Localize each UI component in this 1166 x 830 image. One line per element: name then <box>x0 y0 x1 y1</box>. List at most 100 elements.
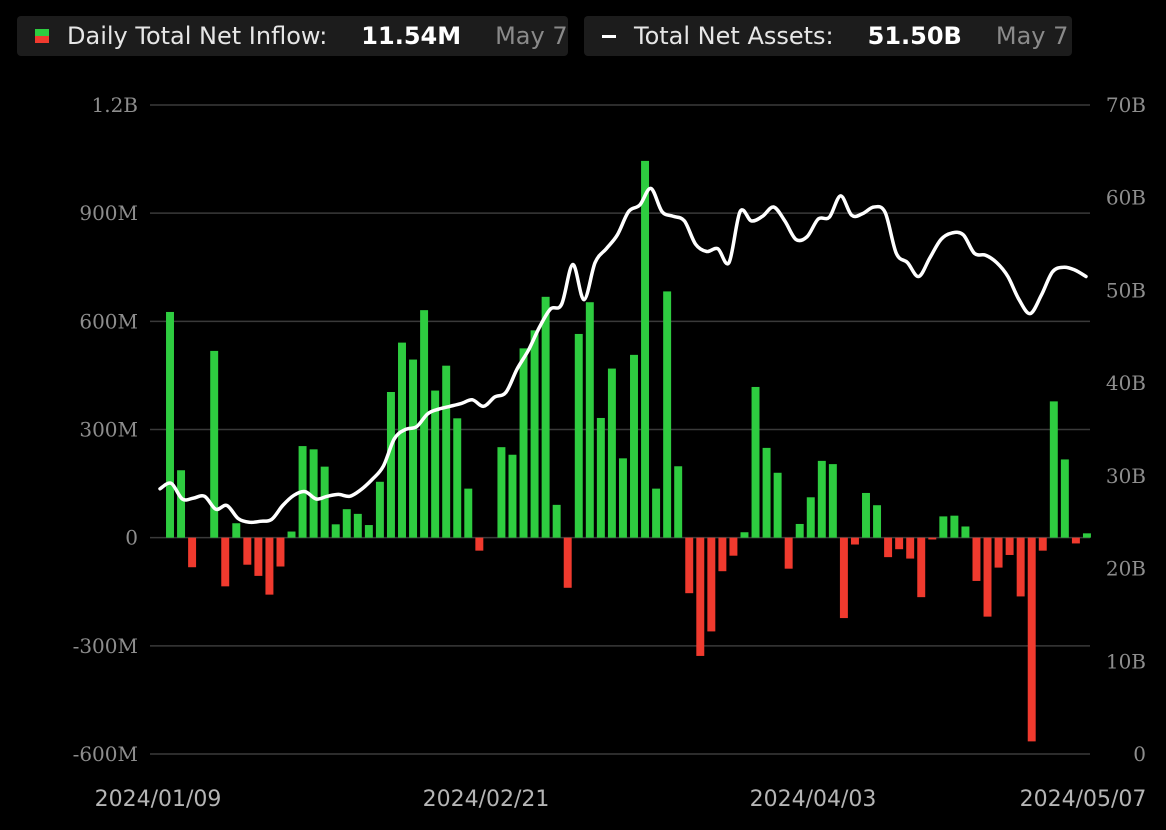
inflow-bar <box>707 537 716 632</box>
inflow-bar <box>806 497 815 538</box>
inflow-legend-date: May 7 <box>495 22 568 50</box>
inflow-bar <box>718 537 727 572</box>
left-tick-label: -300M <box>73 634 138 658</box>
inflow-bar <box>596 417 605 538</box>
inflow-bar <box>254 537 263 576</box>
inflow-bar <box>375 481 384 538</box>
inflow-bar <box>431 390 440 538</box>
inflow-bar <box>972 537 981 581</box>
inflow-bar <box>320 466 329 538</box>
inflow-bar <box>983 537 992 617</box>
inflow-bar <box>1016 537 1025 597</box>
right-axis-ticks: 70B 60B 50B 40B 30B 20B 10B 0 <box>1106 93 1146 766</box>
inflow-bar <box>630 354 638 538</box>
legend-inflow: Daily Total Net Inflow: 11.54M May 7 <box>17 16 568 56</box>
assets-legend-label: Total Net Assets: <box>634 22 834 50</box>
left-tick-label: 900M <box>79 201 138 225</box>
inflow-bar <box>475 537 484 551</box>
inflow-bar <box>641 160 650 538</box>
left-tick-label: 300M <box>79 418 138 442</box>
inflow-legend-swatch <box>35 29 49 43</box>
inflow-bar <box>751 386 760 538</box>
inflow-bar <box>850 537 859 545</box>
inflow-bar <box>1027 537 1036 742</box>
total-net-assets-line <box>158 186 1088 525</box>
inflow-bar <box>917 537 926 598</box>
inflow-bar <box>541 296 550 538</box>
inflow-bar <box>309 449 318 538</box>
inflow-legend-value: 11.54M <box>361 22 462 50</box>
right-tick-label: 40B <box>1106 371 1146 395</box>
inflow-bar <box>442 365 451 538</box>
inflow-bar <box>762 447 771 538</box>
inflow-bar <box>696 537 705 656</box>
left-axis-ticks: 1.2B 900M 600M 300M 0 -300M -600M <box>73 93 138 766</box>
inflow-bar <box>210 350 219 538</box>
inflow-bar <box>552 504 561 538</box>
left-tick-label: -600M <box>73 742 138 766</box>
assets-legend-swatch <box>602 34 616 38</box>
inflow-bar <box>618 458 627 538</box>
inflow-bar <box>265 537 274 595</box>
inflow-bar <box>398 342 406 538</box>
assets-legend-value: 51.50B <box>867 22 962 50</box>
inflow-bar <box>928 537 937 540</box>
inflow-bar <box>729 537 738 556</box>
inflow-bar <box>585 302 594 538</box>
inflow-bar <box>685 537 694 594</box>
inflow-bar <box>221 537 230 587</box>
inflow-bar <box>839 537 848 619</box>
inflow-bar <box>961 526 970 538</box>
inflow-bar <box>276 537 285 567</box>
inflow-bar <box>784 537 793 569</box>
left-tick-label: 1.2B <box>91 93 138 117</box>
right-tick-label: 0 <box>1133 742 1146 766</box>
x-tick-label: 2024/01/09 <box>95 787 222 812</box>
inflow-bar <box>1071 537 1080 544</box>
inflow-bar <box>508 454 517 538</box>
inflow-bar <box>817 460 826 538</box>
x-tick-label: 2024/04/03 <box>750 787 877 812</box>
right-tick-label: 30B <box>1106 464 1146 488</box>
inflow-bar <box>795 523 804 538</box>
right-tick-label: 70B <box>1106 93 1146 117</box>
inflow-bar <box>420 310 429 538</box>
inflow-bar <box>939 516 948 538</box>
inflow-bar <box>740 532 749 538</box>
inflow-bar <box>1060 459 1069 538</box>
assets-legend-date: May 7 <box>995 22 1069 50</box>
inflow-bar <box>994 537 1003 568</box>
inflow-bar <box>331 524 340 538</box>
inflow-bar <box>530 330 539 538</box>
x-tick-label: 2024/02/21 <box>423 787 550 812</box>
inflow-bar <box>364 525 373 538</box>
inflow-bar <box>409 359 418 538</box>
inflow-bar <box>862 492 870 538</box>
right-tick-label: 60B <box>1106 186 1146 210</box>
inflow-legend-label: Daily Total Net Inflow: <box>67 22 328 50</box>
x-axis-ticks: 2024/01/09 2024/02/21 2024/04/03 2024/05/07 <box>95 787 1147 812</box>
inflow-bar <box>663 291 672 538</box>
inflow-bar <box>828 464 837 538</box>
x-tick-label: 2024/05/07 <box>1020 787 1147 812</box>
inflow-bar <box>453 418 462 538</box>
inflow-bar <box>652 488 661 538</box>
inflow-bar <box>342 509 351 538</box>
inflow-bar <box>906 537 915 559</box>
inflow-bar <box>1082 533 1091 538</box>
inflow-bar <box>243 537 252 565</box>
assets-line-layer <box>158 186 1088 525</box>
inflow-bar <box>884 537 893 558</box>
inflow-bar <box>464 488 473 538</box>
inflow-bar <box>895 537 904 550</box>
right-tick-label: 10B <box>1106 649 1146 673</box>
inflow-bar <box>1038 537 1047 551</box>
inflow-bar <box>950 515 959 538</box>
inflow-bar <box>674 466 683 538</box>
inflow-bar <box>1005 537 1014 555</box>
inflow-bar <box>497 447 506 538</box>
inflow-bar <box>188 537 197 568</box>
inflow-bar <box>773 472 782 538</box>
legend-assets: Total Net Assets: 51.50B May 7 <box>584 16 1072 56</box>
